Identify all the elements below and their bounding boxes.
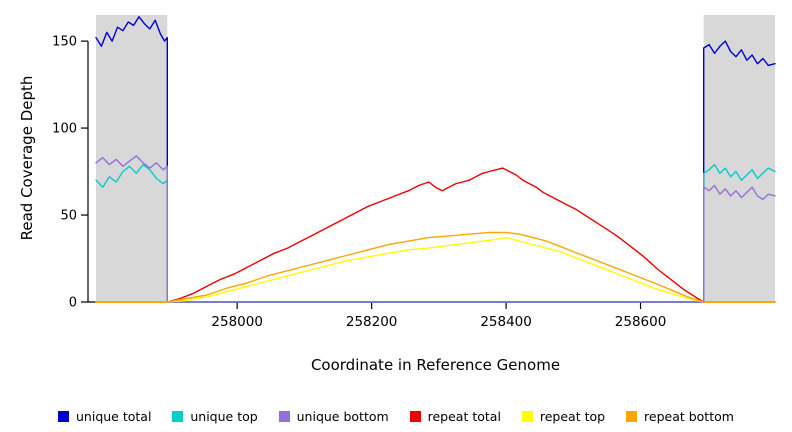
legend-swatch-icon <box>278 411 290 422</box>
x-tick-label: 258400 <box>480 314 532 330</box>
legend-label: unique bottom <box>296 409 389 424</box>
x-tick-label: 258600 <box>615 314 667 330</box>
legend-item-repeat-bottom: repeat bottom <box>626 409 734 424</box>
x-axis-title: Coordinate in Reference Genome <box>310 356 561 374</box>
series-unique-bottom <box>95 155 776 303</box>
series-unique-total <box>95 16 776 303</box>
legend-swatch-icon <box>521 411 533 422</box>
x-tick-label: 258200 <box>346 314 398 330</box>
legend-item-unique-top: unique top <box>172 409 258 424</box>
series-repeat-bottom <box>95 231 776 303</box>
series-repeat-total <box>95 167 776 303</box>
y-tick-label: 50 <box>60 209 77 224</box>
y-tick-label: 150 <box>52 35 77 50</box>
legend-swatch-icon <box>409 411 421 422</box>
legend-item-unique-total: unique total <box>58 409 151 424</box>
shaded-region <box>703 15 775 302</box>
legend: unique total unique top unique bottom repea… <box>0 409 792 424</box>
x-tick-label: 258000 <box>211 314 263 330</box>
legend-label: unique top <box>190 409 258 424</box>
series-repeat-top <box>95 236 776 303</box>
y-tick-label: 100 <box>52 122 77 137</box>
legend-swatch-icon <box>626 411 638 422</box>
legend-label: unique total <box>76 409 152 424</box>
legend-label: repeat total <box>427 409 501 424</box>
legend-label: repeat bottom <box>644 409 734 424</box>
legend-item-repeat-top: repeat top <box>521 409 606 424</box>
shaded-region <box>96 15 168 302</box>
legend-swatch-icon <box>58 411 69 422</box>
legend-item-repeat-total: repeat total <box>409 409 501 424</box>
legend-swatch-icon <box>172 411 184 422</box>
legend-item-unique-bottom: unique bottom <box>278 409 389 424</box>
legend-label: repeat top <box>539 409 606 424</box>
y-tick-label: 0 <box>69 296 77 311</box>
y-axis-title: Read Coverage Depth <box>18 75 36 241</box>
